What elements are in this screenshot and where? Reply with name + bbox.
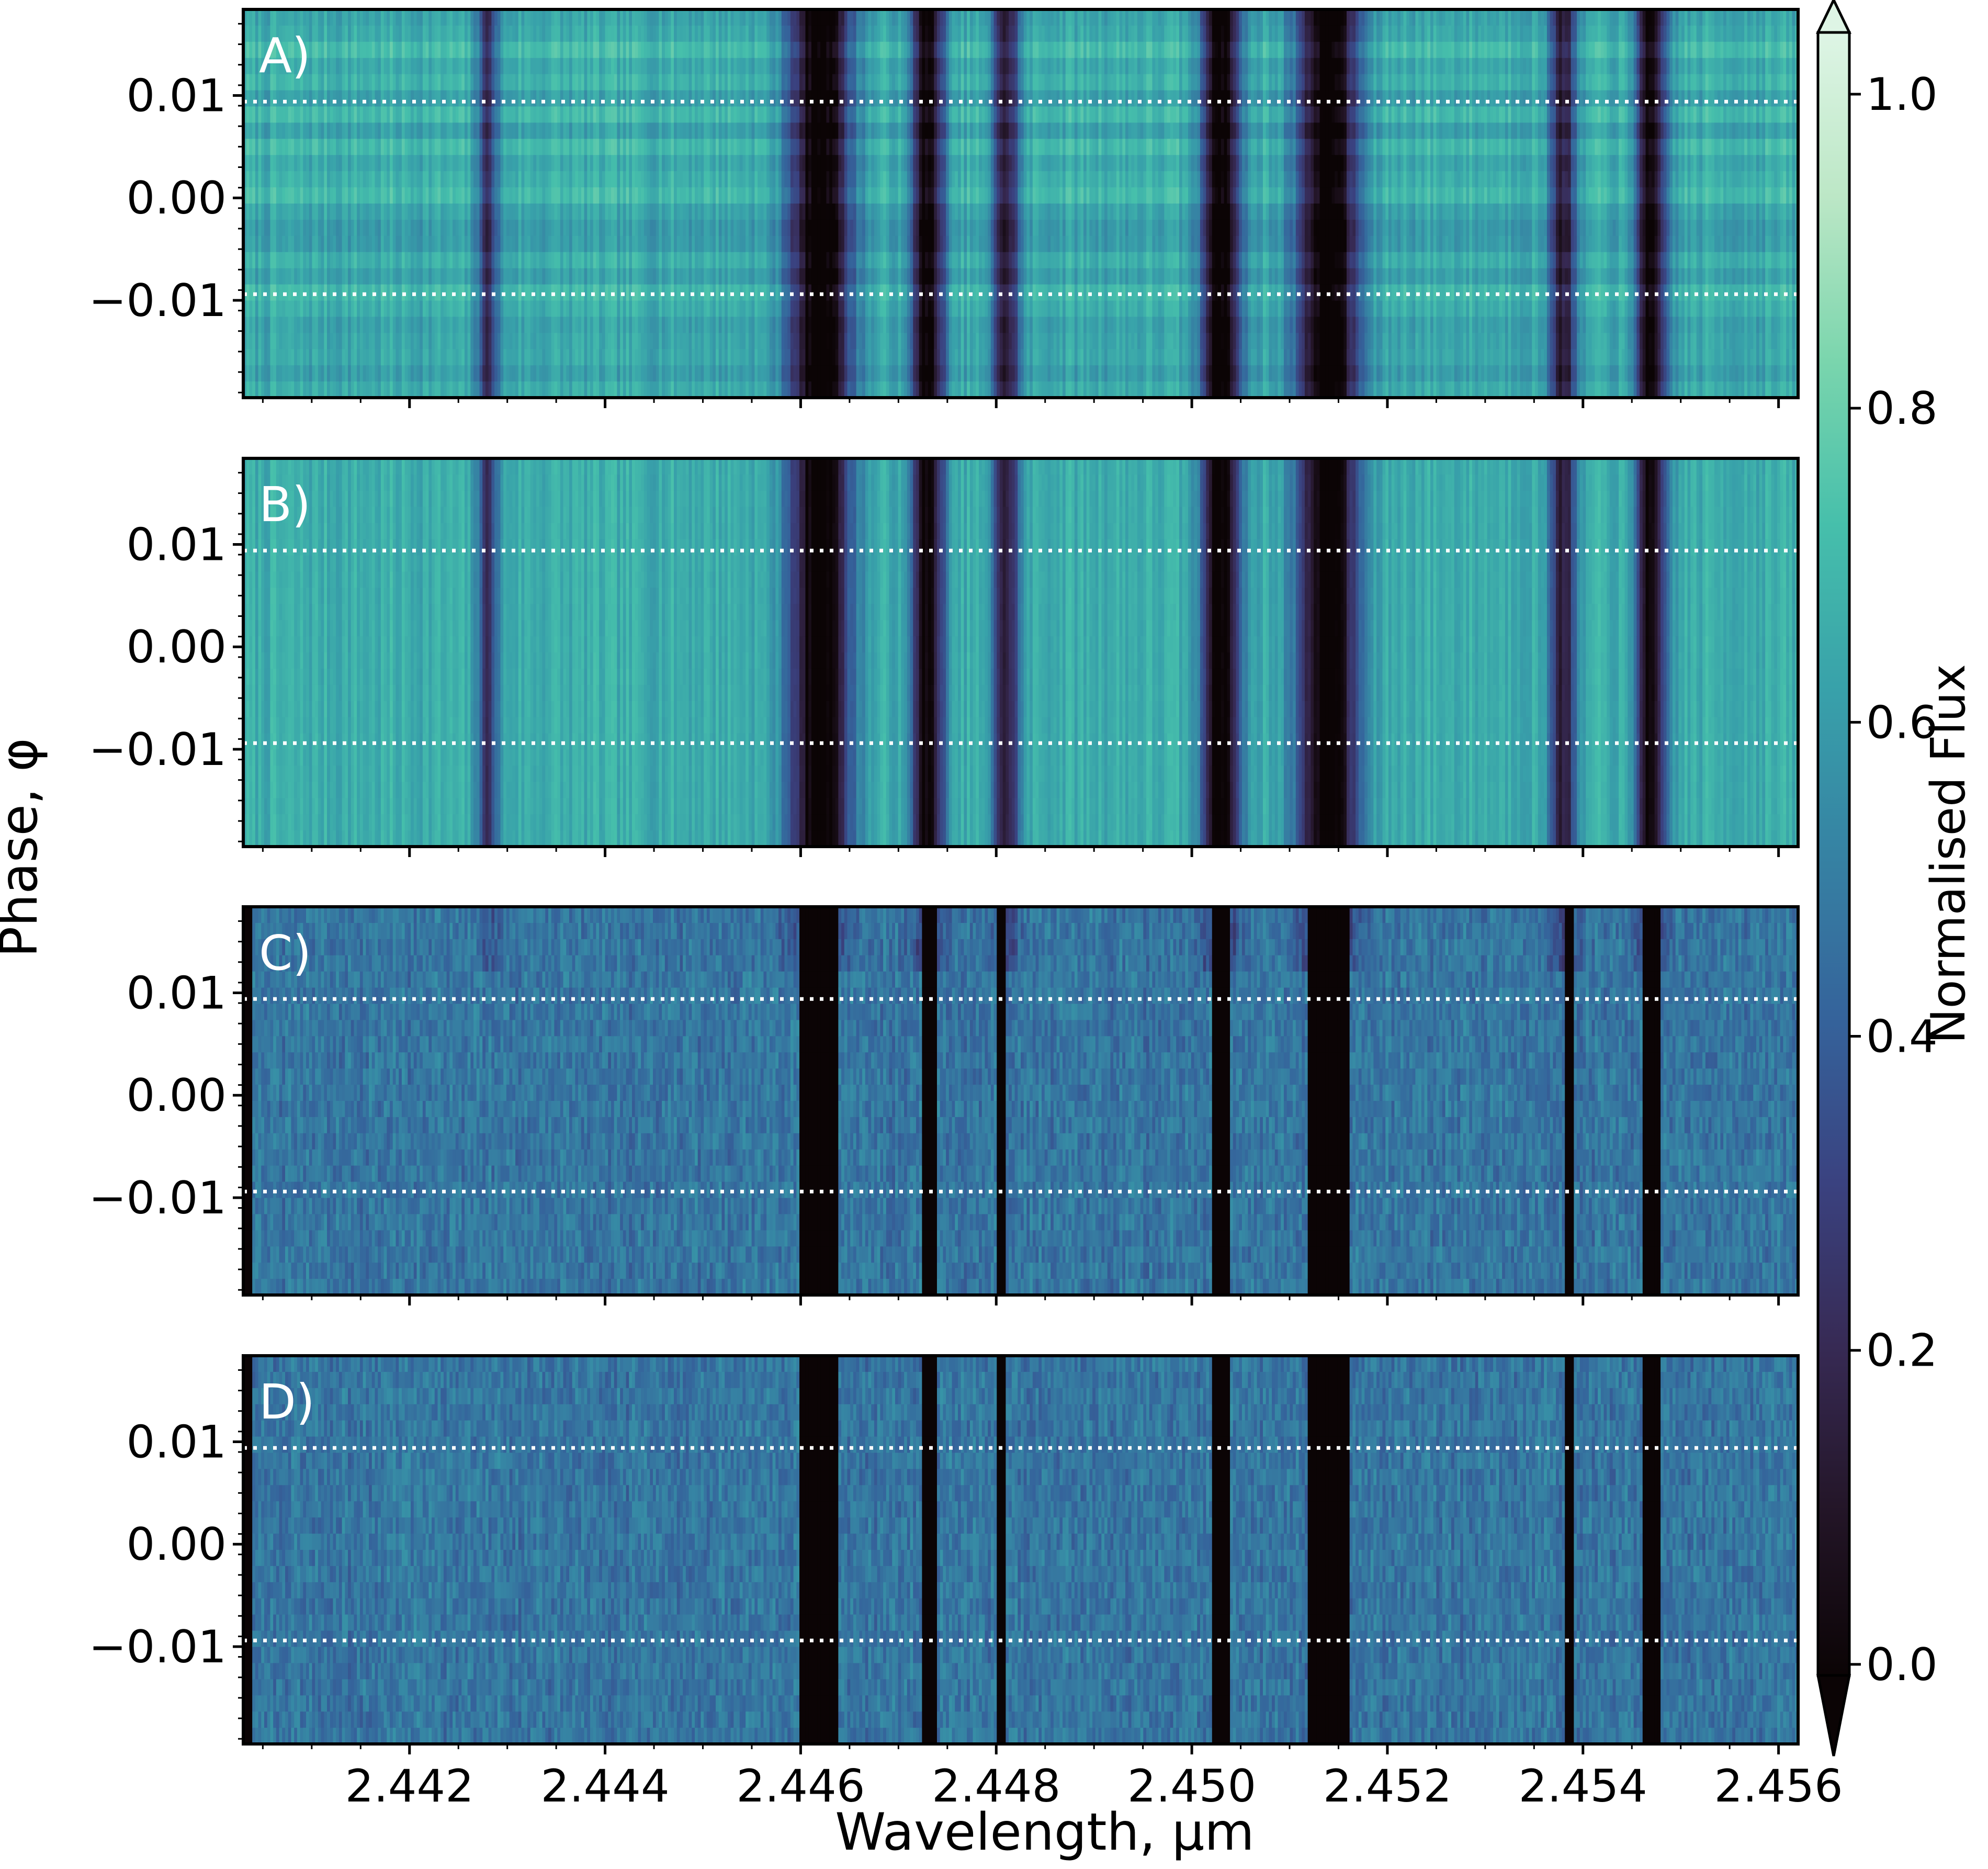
panel-label: B) (259, 477, 311, 533)
x-tick-label: 2.442 (345, 1760, 474, 1812)
colorbar-extend-max (1818, 0, 1849, 32)
colorbar: 1.00.80.60.40.20.0 Normalised Flux (1818, 0, 1976, 1756)
y-tick-label: 0.00 (127, 172, 227, 224)
colorbar-tick-label: 1.0 (1866, 69, 1938, 121)
colorbar-tick-label: 0.8 (1866, 382, 1938, 435)
y-tick-label: −0.01 (88, 275, 227, 327)
x-axis-label: Wavelength, μm (835, 1803, 1254, 1862)
colorbar-extend-min (1818, 1675, 1849, 1756)
y-tick-label: 0.00 (127, 1518, 227, 1571)
panel-label: C) (259, 925, 311, 981)
y-tick-label: −0.01 (88, 724, 227, 776)
y-tick-label: 0.01 (127, 70, 227, 122)
panel-label: A) (259, 28, 311, 84)
y-tick-label: −0.01 (88, 1621, 227, 1673)
colorbar-tick-label: 0.0 (1866, 1639, 1938, 1691)
panel-b: B) 0.01 0.00 −0.01 (88, 458, 1798, 857)
colorbar-label: Normalised Flux (1921, 664, 1976, 1044)
x-tick-label: 2.444 (540, 1760, 669, 1812)
y-tick-label: 0.01 (127, 519, 227, 571)
y-tick-label: 0.01 (127, 967, 227, 1019)
y-axis-label: Phase, φ (0, 738, 49, 958)
x-tick-label: 2.456 (1714, 1760, 1843, 1812)
colorbar-tick-label: 0.2 (1866, 1325, 1938, 1377)
panel-label: D) (259, 1374, 315, 1430)
y-tick-label: 0.01 (127, 1416, 227, 1468)
y-tick-label: 0.00 (127, 621, 227, 673)
y-tick-label: −0.01 (88, 1172, 227, 1224)
panel-c: C) 0.01 0.00 −0.01 (88, 907, 1798, 1305)
x-tick-label: 2.454 (1519, 1760, 1647, 1812)
x-tick-label: 2.452 (1323, 1760, 1452, 1812)
panel-d: D) 0.01 0.00 −0.01 (88, 1356, 1798, 1754)
y-tick-label: 0.00 (127, 1069, 227, 1122)
panels: A) 0.01 0.00 −0.01 B) 0.01 0.00 −0.01 C) 0.01 0.00… (88, 9, 1798, 1754)
colorbar-gradient (1818, 32, 1849, 1675)
panel-a: A) 0.01 0.00 −0.01 (88, 9, 1798, 408)
